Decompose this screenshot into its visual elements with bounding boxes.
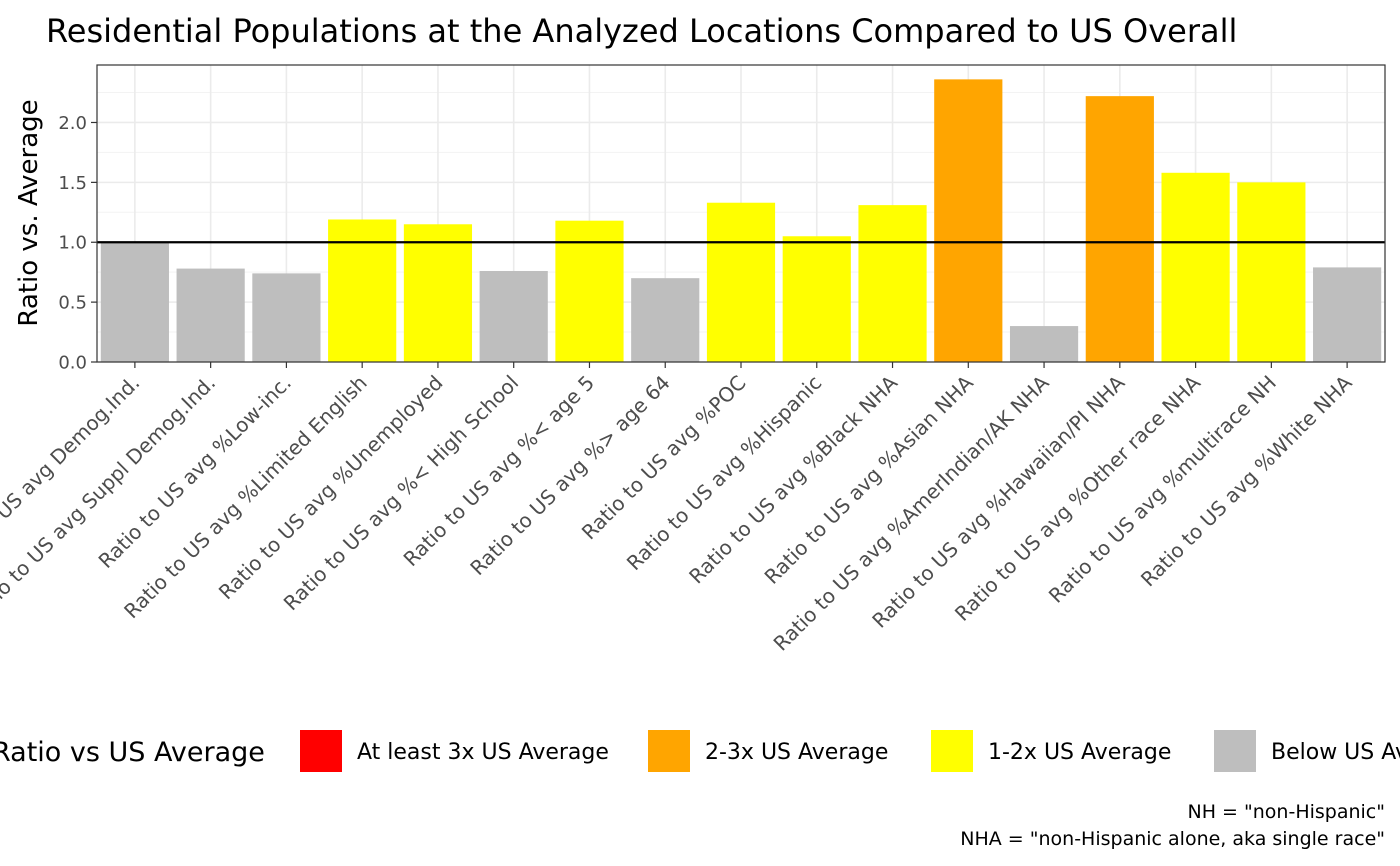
- bar: [1237, 182, 1306, 362]
- legend-label: At least 3x US Average: [357, 740, 609, 765]
- bar: [782, 236, 851, 362]
- legend: Ratio vs US Average At least 3x US Avera…: [0, 730, 1400, 772]
- bar: [1009, 326, 1079, 362]
- bar: [252, 273, 321, 362]
- caption: NH = "non-Hispanic" NHA = "non-Hispanic a…: [960, 801, 1385, 850]
- bar: [1161, 172, 1230, 362]
- x-axis: Ratio to US avg Demog.Ind.Ratio to US av…: [0, 362, 1357, 656]
- y-tick-label: 0.5: [58, 293, 87, 314]
- bar: [934, 79, 1003, 362]
- y-axis-label: Ratio vs. Average: [14, 99, 44, 326]
- bar: [706, 202, 776, 362]
- legend-swatch: [931, 730, 973, 772]
- legend-label: Below US Average: [1271, 740, 1400, 765]
- bar: [631, 278, 700, 362]
- y-axis: 0.0 0.5 1.0 1.5 2.0: [58, 113, 97, 374]
- bar: [479, 270, 548, 362]
- bar: [100, 242, 169, 362]
- caption-line: NH = "non-Hispanic": [1188, 801, 1385, 823]
- bar: [403, 224, 473, 362]
- caption-line: NHA = "non-Hispanic alone, aka single ra…: [960, 828, 1385, 850]
- y-tick-label: 1.5: [58, 173, 87, 194]
- bar: [328, 219, 397, 362]
- bars: [100, 79, 1382, 363]
- legend-title: Ratio vs US Average: [0, 737, 265, 768]
- legend-swatch: [648, 730, 690, 772]
- y-tick-label: 2.0: [58, 113, 87, 134]
- legend-label: 1-2x US Average: [988, 740, 1171, 765]
- bar: [555, 220, 624, 362]
- bar: [858, 205, 927, 362]
- chart-title: Residential Populations at the Analyzed …: [46, 12, 1237, 50]
- bar: [1313, 267, 1382, 362]
- y-tick-label: 0.0: [58, 353, 87, 374]
- legend-label: 2-3x US Average: [705, 740, 888, 765]
- legend-swatch: [300, 730, 342, 772]
- legend-swatch: [1214, 730, 1256, 772]
- y-tick-label: 1.0: [58, 233, 87, 254]
- x-tick-label: Ratio to US avg %AmerIndian/AK NHA: [769, 370, 1054, 655]
- bar: [176, 268, 245, 362]
- bar: [1085, 96, 1154, 363]
